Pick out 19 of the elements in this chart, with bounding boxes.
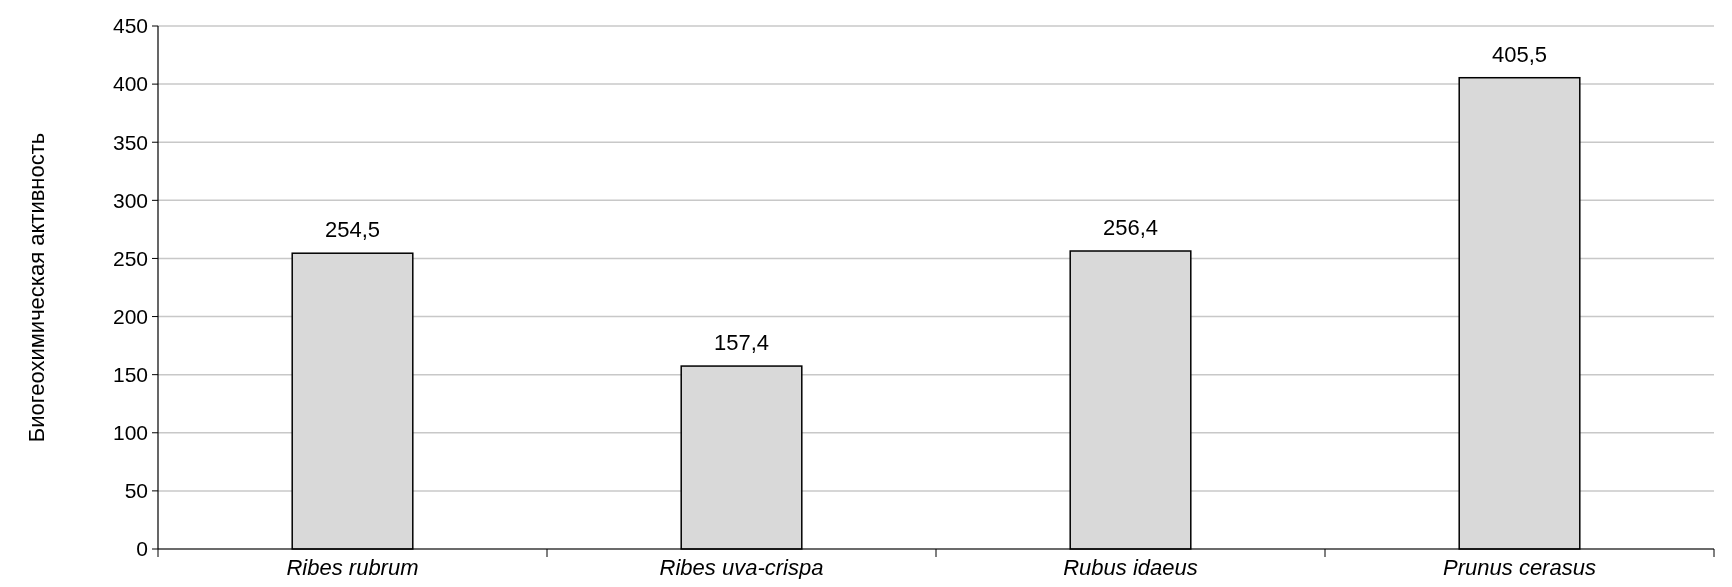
y-tick-label: 150: [112, 363, 148, 387]
y-tick-label: 250: [112, 246, 148, 270]
y-tick-label: 50: [124, 479, 148, 503]
x-tick-label: Ribes rubrum: [286, 555, 419, 580]
x-tick-label: Rubus idaeus: [1063, 555, 1198, 580]
data-label: 254,5: [324, 217, 381, 243]
y-tick-label: 450: [112, 14, 148, 38]
y-tick-label: 0: [136, 537, 148, 561]
data-label: 157,4: [713, 330, 770, 356]
y-tick-label: 350: [112, 130, 148, 154]
x-tick-label: Prunus cerasus: [1443, 555, 1596, 580]
x-tick-label: Ribes uva-crispa: [659, 555, 824, 580]
y-axis-title: Биогеохимическая активность: [24, 132, 49, 443]
data-label: 405,5: [1491, 41, 1548, 67]
y-tick-label: 400: [112, 72, 148, 96]
y-tick-label: 300: [112, 188, 148, 212]
data-label: 256,4: [1102, 215, 1159, 241]
y-tick-label: 100: [112, 421, 148, 445]
y-tick-label: 200: [112, 304, 148, 328]
